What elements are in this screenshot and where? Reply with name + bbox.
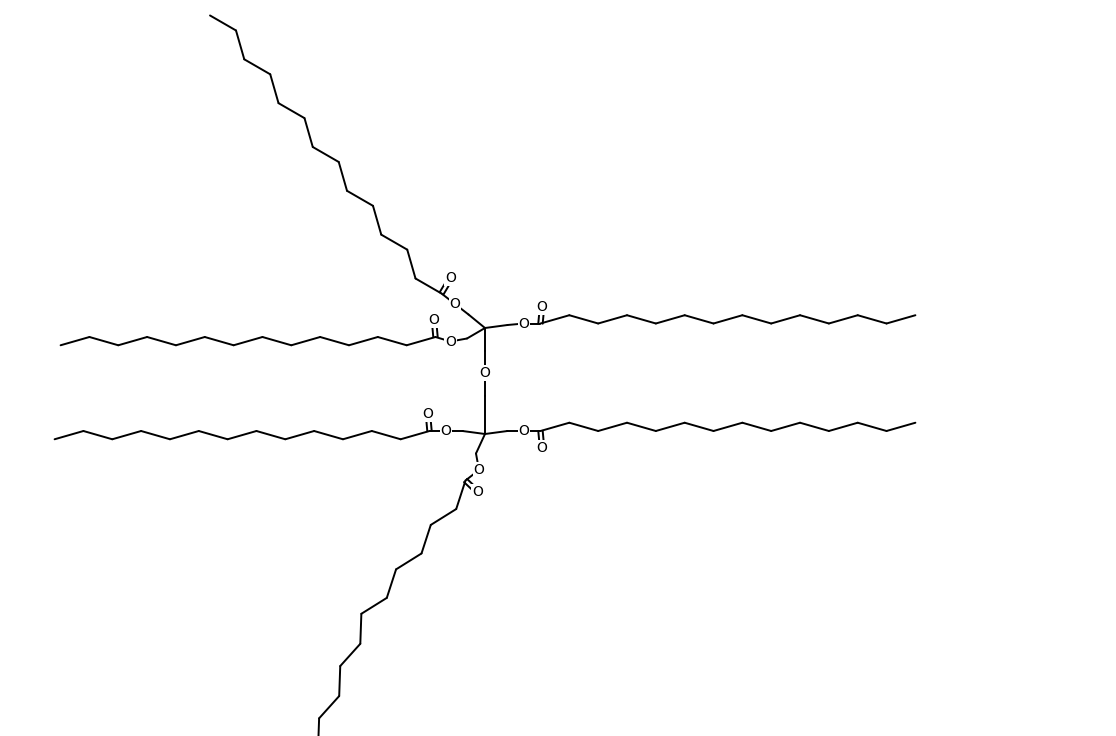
Text: O: O (441, 424, 452, 438)
Text: O: O (429, 314, 440, 328)
Text: O: O (472, 485, 483, 499)
Text: O: O (445, 272, 456, 286)
Text: O: O (473, 463, 484, 477)
Text: O: O (537, 441, 548, 455)
Text: O: O (480, 366, 490, 380)
Text: O: O (423, 408, 433, 422)
Text: O: O (445, 334, 456, 349)
Text: O: O (450, 297, 461, 311)
Text: O: O (519, 316, 529, 330)
Text: O: O (537, 300, 548, 314)
Text: O: O (519, 424, 529, 438)
